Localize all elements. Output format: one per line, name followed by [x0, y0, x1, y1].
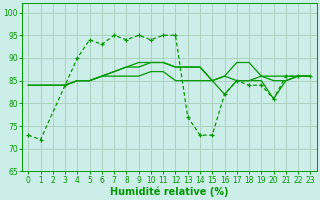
X-axis label: Humidité relative (%): Humidité relative (%)	[110, 186, 228, 197]
